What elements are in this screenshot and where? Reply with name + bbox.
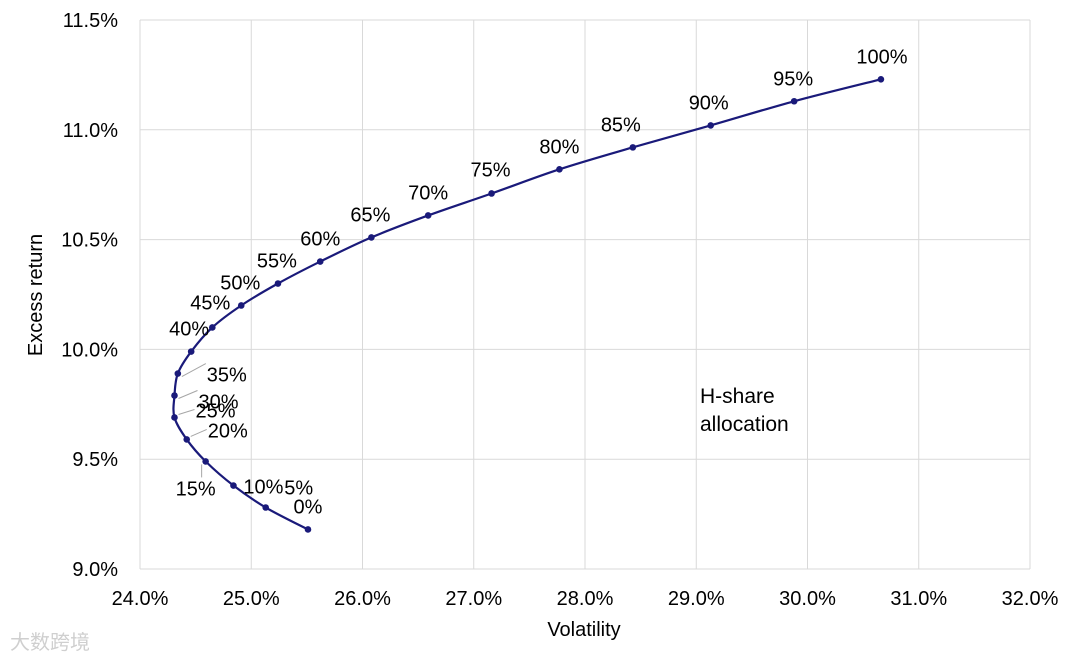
point-label-20pct: 20% [208, 420, 248, 442]
point-label-25pct: 25% [195, 400, 235, 422]
point-label-70pct: 70% [408, 182, 448, 204]
frontier-point-5pct [262, 504, 270, 511]
x-tick-label: 31.0% [890, 588, 947, 610]
y-tick-label: 9.5% [72, 449, 118, 471]
point-label-10pct: 10% [243, 477, 283, 499]
frontier-point-55pct [274, 280, 282, 287]
point-label-0pct: 0% [294, 496, 323, 518]
x-tick-label: 27.0% [445, 588, 502, 610]
frontier-point-40pct [187, 348, 195, 355]
y-tick-label: 11.0% [63, 120, 118, 142]
frontier-point-100pct [877, 75, 885, 83]
x-tick-label: 28.0% [557, 588, 614, 610]
watermark-logo: 大数跨境 [10, 630, 90, 654]
label-leader-lines [178, 363, 207, 478]
x-axis-ticks: 24.0% 25.0% 26.0% 27.0% 28.0% 29.0% 30.0% 31.0%… [112, 588, 1059, 610]
frontier-point-10pct [230, 482, 237, 489]
y-tick-label: 11.5% [63, 10, 118, 32]
x-tick-label: 30.0% [779, 588, 836, 610]
y-tick-label: 9.0% [72, 559, 118, 581]
x-tick-label: 26.0% [334, 588, 391, 610]
x-tick-label: 32.0% [1002, 588, 1059, 610]
frontier-point-75pct [488, 190, 495, 197]
frontier-point-15pct [202, 458, 209, 465]
frontier-point-65pct [368, 234, 375, 241]
frontier-point-85pct [629, 144, 637, 151]
point-label-45pct: 45% [190, 292, 230, 314]
point-label-50pct: 50% [220, 272, 260, 294]
point-label-35pct: 35% [207, 365, 247, 387]
annotation-line-1: H-share [700, 385, 775, 408]
frontier-point-30pct [171, 392, 178, 399]
x-tick-label: 25.0% [223, 588, 280, 610]
point-label-100pct: 100% [856, 46, 907, 68]
frontier-point-90pct [707, 122, 715, 129]
frontier-point-20pct [183, 436, 191, 443]
leader-line [178, 390, 198, 399]
leader-line [181, 363, 207, 377]
point-label-75pct: 75% [471, 159, 511, 181]
point-label-5pct: 5% [284, 478, 313, 500]
point-label-90pct: 90% [689, 92, 729, 114]
point-label-85pct: 85% [601, 114, 641, 136]
point-label-55pct: 55% [257, 251, 297, 273]
x-tick-label: 24.0% [112, 588, 169, 610]
y-tick-label: 10.0% [61, 339, 118, 361]
leader-line [178, 408, 195, 415]
point-label-60pct: 60% [300, 229, 340, 251]
gridlines [139, 19, 1031, 570]
point-label-30pct: 30% [198, 392, 238, 414]
point-label-15pct: 15% [176, 478, 216, 500]
point-label-95pct: 95% [773, 68, 813, 90]
frontier-point-70pct [424, 212, 432, 219]
y-axis-title: Excess return [25, 234, 47, 356]
frontier-point-60pct [316, 258, 324, 265]
frontier-series [171, 75, 885, 533]
y-tick-label: 10.5% [61, 230, 118, 252]
point-label-40pct: 40% [169, 319, 209, 341]
frontier-point-80pct [556, 166, 563, 173]
frontier-point-25pct [171, 414, 178, 421]
point-label-80pct: 80% [539, 136, 579, 158]
frontier-point-50pct [237, 302, 245, 309]
frontier-line [172, 78, 882, 531]
frontier-point-35pct [174, 370, 182, 377]
y-axis-ticks: 9.0% 9.5% 10.0% 10.5% 11.0% 11.5% [61, 10, 118, 581]
annotation-line-2: allocation [700, 413, 789, 436]
leader-line [190, 428, 207, 437]
point-label-65pct: 65% [350, 204, 390, 226]
point-labels: 0%5%10% 15% 20%25%30% 35% 40% 45%50%55%60% 65%… [169, 46, 908, 518]
frontier-point-45pct [209, 324, 216, 331]
x-axis-title: Volatility [547, 619, 620, 641]
x-tick-label: 29.0% [668, 588, 725, 610]
frontier-point-0pct [304, 526, 312, 533]
frontier-point-95pct [790, 97, 798, 105]
